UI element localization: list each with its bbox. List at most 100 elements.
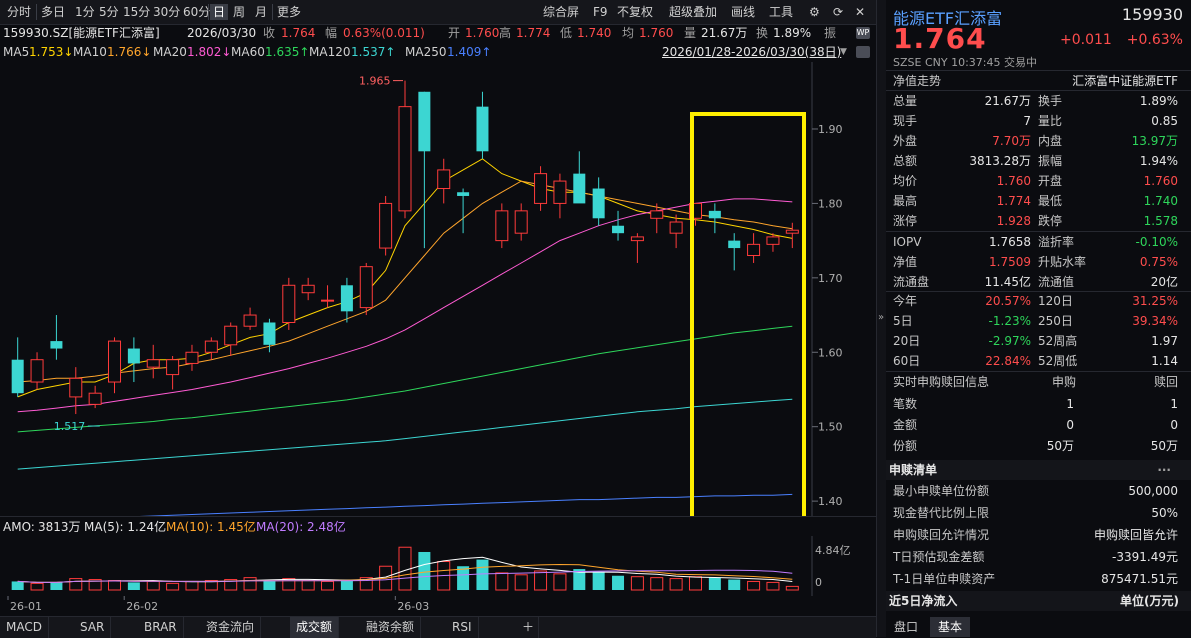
candlestick-chart[interactable]: 1.90 1.80 1.70 1.60 1.50 1.40 1.965 1.517 bbox=[0, 62, 876, 619]
triangle-down-icon[interactable]: ▼ bbox=[840, 47, 847, 57]
lock-icon[interactable] bbox=[856, 46, 870, 58]
candle[interactable] bbox=[359, 262, 373, 316]
candle[interactable] bbox=[11, 337, 24, 397]
add-tab-icon[interactable]: ＋ bbox=[518, 617, 540, 638]
candle[interactable] bbox=[650, 203, 664, 234]
candle[interactable] bbox=[612, 210, 625, 241]
period-8-tab[interactable]: 周 bbox=[233, 5, 246, 19]
candle[interactable] bbox=[69, 367, 83, 415]
amount-bars[interactable]: 4.84亿 0 bbox=[0, 536, 876, 596]
toolbar-4-button[interactable]: 画线 bbox=[731, 5, 756, 19]
volume-bar bbox=[457, 566, 470, 590]
volume-bar bbox=[747, 580, 761, 591]
candle[interactable] bbox=[50, 315, 63, 360]
divider bbox=[886, 70, 1191, 71]
candle[interactable] bbox=[166, 355, 180, 390]
period-3-tab[interactable]: 5分 bbox=[99, 5, 119, 19]
amo-label: AMO: bbox=[3, 520, 35, 534]
candle[interactable] bbox=[766, 233, 780, 252]
nav-row[interactable]: 净值走势 汇添富中证能源ETF bbox=[886, 71, 1186, 91]
quote-row: 流通盘 11.45亿 流通值 20亿 bbox=[886, 272, 1186, 292]
ma120-line bbox=[17, 398, 793, 470]
right-tab-1[interactable]: 基本 bbox=[930, 617, 971, 637]
candle[interactable] bbox=[146, 344, 160, 379]
indicator-tab-6[interactable]: RSI bbox=[446, 617, 479, 638]
period-6-tab[interactable]: 60分 bbox=[183, 5, 211, 19]
candle[interactable] bbox=[747, 233, 761, 263]
toolbar-1-button[interactable]: F9 bbox=[593, 5, 608, 19]
candle[interactable] bbox=[418, 91, 431, 249]
row-value: 1.928 bbox=[996, 214, 1031, 228]
candle[interactable] bbox=[728, 233, 741, 271]
indicator-tab-3[interactable]: 资金流向 bbox=[200, 617, 262, 638]
gear-icon[interactable]: ⚙ bbox=[809, 5, 820, 19]
right-tab-0[interactable]: 盘口 bbox=[894, 620, 919, 634]
candle[interactable] bbox=[534, 166, 548, 211]
candle[interactable] bbox=[437, 158, 451, 204]
chevron-right-icon[interactable]: » bbox=[878, 312, 885, 323]
candle[interactable] bbox=[553, 173, 567, 219]
toolbar-0-button[interactable]: 综合屏 bbox=[543, 5, 580, 19]
toolbar-2-button[interactable]: 不复权 bbox=[617, 5, 654, 19]
period-5-tab[interactable]: 30分 bbox=[153, 5, 181, 19]
candle[interactable] bbox=[321, 285, 335, 308]
candle-body bbox=[204, 340, 218, 353]
candle[interactable] bbox=[282, 277, 296, 330]
candle[interactable] bbox=[243, 307, 257, 330]
indicator-tab-5[interactable]: 融资余额 bbox=[360, 617, 422, 638]
candle[interactable] bbox=[127, 337, 140, 383]
candle-body bbox=[612, 225, 625, 234]
candle[interactable] bbox=[398, 80, 412, 219]
candle[interactable] bbox=[204, 337, 218, 360]
candle[interactable] bbox=[340, 277, 353, 323]
period-1-tab[interactable]: 多日 bbox=[41, 5, 66, 19]
candle[interactable] bbox=[263, 318, 276, 353]
indicator-tab-1[interactable]: SAR bbox=[74, 617, 112, 638]
indicator-tab-4[interactable]: 成交额 bbox=[290, 617, 340, 638]
period-toolbar: 分时 多日 1分 5分 15分 30分 60分日周月更多 综合屏 F9 不复权 超级叠加 画线 工具 ⚙ ⟳… bbox=[0, 0, 876, 25]
price-chart[interactable]: 1.90 1.80 1.70 1.60 1.50 1.40 1.965 1.517 bbox=[0, 62, 876, 619]
refresh-icon[interactable]: ⟳ bbox=[833, 5, 844, 19]
index-name: 汇添富中证能源ETF bbox=[1072, 74, 1178, 88]
indicator-tab-0[interactable]: MACD bbox=[0, 617, 49, 638]
candle[interactable] bbox=[514, 203, 528, 241]
period-4-tab[interactable]: 15分 bbox=[123, 5, 151, 19]
candle[interactable] bbox=[457, 188, 470, 234]
close-icon[interactable]: ✕ bbox=[855, 5, 866, 19]
toolbar-5-button[interactable]: 工具 bbox=[769, 5, 794, 19]
redeem-value: 0 bbox=[1170, 418, 1178, 432]
period-2-tab[interactable]: 1分 bbox=[75, 5, 95, 19]
period-9-tab[interactable]: 月 bbox=[255, 5, 268, 19]
indicator-tab-2[interactable]: BRAR bbox=[138, 617, 184, 638]
period-7-tab[interactable]: 日 bbox=[210, 4, 229, 20]
candle[interactable] bbox=[495, 203, 509, 249]
volume-bar bbox=[127, 582, 140, 590]
wp-icon[interactable]: WP bbox=[856, 27, 870, 39]
candle[interactable] bbox=[573, 151, 586, 204]
candle[interactable] bbox=[88, 385, 102, 409]
candle[interactable] bbox=[708, 203, 721, 234]
candle[interactable] bbox=[476, 91, 489, 159]
candle[interactable] bbox=[630, 233, 644, 263]
candle[interactable] bbox=[669, 214, 683, 249]
candle[interactable] bbox=[108, 337, 122, 394]
candle[interactable] bbox=[30, 352, 44, 390]
candle[interactable] bbox=[785, 222, 799, 249]
more-icon[interactable]: ··· bbox=[1157, 463, 1171, 477]
row-label: 开盘 bbox=[1038, 174, 1063, 188]
candle[interactable] bbox=[592, 177, 605, 226]
candle-body bbox=[457, 192, 470, 196]
redeem-row: 份额 50万 50万 bbox=[886, 436, 1186, 456]
period-0-tab[interactable]: 分时 bbox=[7, 5, 32, 19]
candle[interactable] bbox=[301, 277, 315, 301]
list-header[interactable]: 申赎清单 ··· bbox=[886, 460, 1191, 480]
candle[interactable] bbox=[185, 344, 199, 371]
candle[interactable] bbox=[379, 195, 393, 256]
toolbar-3-button[interactable]: 超级叠加 bbox=[669, 5, 718, 19]
amount-chart[interactable]: 4.84亿 0 bbox=[0, 536, 876, 596]
candle[interactable] bbox=[224, 322, 238, 356]
date-range[interactable]: 2026/01/28-2026/03/30(38日) bbox=[662, 45, 842, 59]
candle-body bbox=[263, 322, 276, 345]
row-label: T日预估现金差额 bbox=[893, 550, 985, 564]
period-10-tab[interactable]: 更多 bbox=[277, 5, 302, 19]
